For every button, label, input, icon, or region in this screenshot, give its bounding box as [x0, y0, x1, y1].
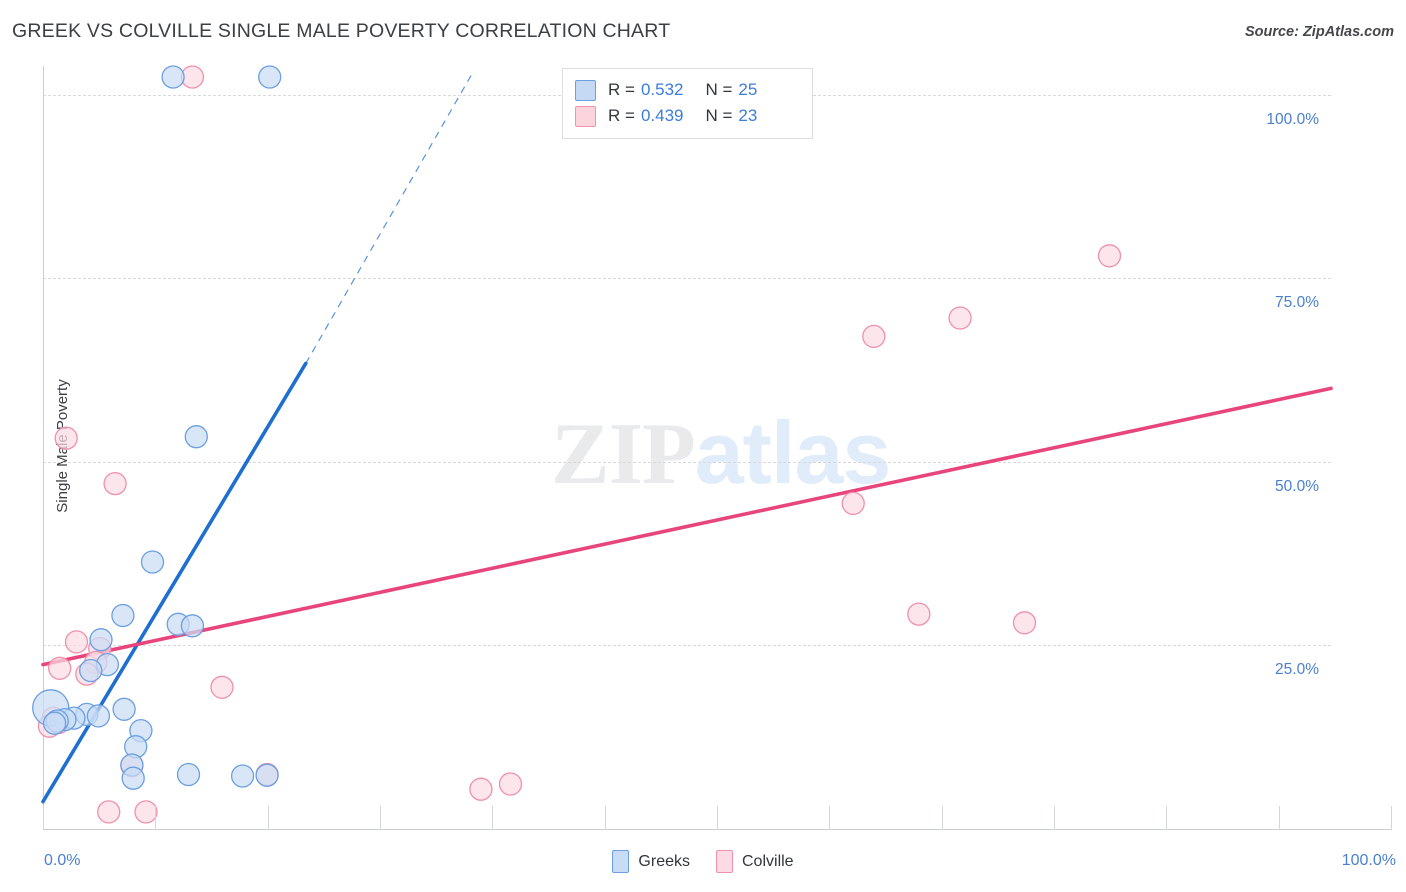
r-value-colville: 0.439	[640, 106, 684, 125]
gridline-500	[43, 461, 1331, 463]
x-axis-tick	[268, 806, 269, 830]
x-axis-min-label: 0.0%	[44, 852, 81, 869]
r-label-greeks: R =	[608, 80, 635, 99]
n-value-greeks: 25	[738, 80, 758, 99]
gridline-250	[43, 644, 1331, 646]
y-axis-tick-label: 100.0%	[1266, 111, 1319, 129]
n-label-colville: N =	[705, 106, 733, 125]
x-axis-tick	[605, 806, 606, 830]
greeks-swatch-icon	[612, 850, 630, 873]
series-legend: Greeks Colville	[0, 850, 1406, 873]
x-axis-tick	[829, 806, 830, 830]
x-axis-tick	[717, 806, 718, 830]
y-axis-tick-label: 75.0%	[1275, 294, 1319, 312]
y-axis-tick-label: 50.0%	[1275, 477, 1319, 495]
x-axis-tick	[942, 806, 943, 830]
stats-row-greeks: R = 0.532 N = 25	[575, 77, 802, 103]
blue-swatch-icon	[575, 79, 596, 101]
n-value-colville: 23	[738, 106, 758, 125]
r-label-colville: R =	[608, 106, 635, 125]
plot-area: 100.0% 75.0% 50.0% 25.0%	[43, 66, 1331, 828]
r-value-greeks: 0.532	[640, 80, 684, 99]
stats-row-colville: R = 0.439 N = 23	[575, 103, 802, 129]
x-axis-max-label: 100.0%	[1341, 852, 1396, 869]
x-axis-tick	[1279, 806, 1280, 830]
correlation-stats-legend: R = 0.532 N = 25 R = 0.439 N = 23	[562, 68, 813, 139]
pink-swatch-icon	[575, 105, 596, 127]
x-axis-tick	[380, 806, 381, 830]
x-axis-tick	[155, 806, 156, 830]
x-axis-tick	[1054, 806, 1055, 830]
colville-swatch-icon	[716, 850, 733, 873]
x-axis-tick	[1166, 806, 1167, 830]
legend-label-greeks: Greeks	[638, 852, 690, 870]
source-attribution: Source: ZipAtlas.com	[1244, 24, 1394, 40]
gridline-750	[43, 278, 1331, 280]
x-axis-tick	[1391, 806, 1392, 830]
y-axis-tick-label: 25.0%	[1275, 660, 1319, 678]
page-title: GREEK VS COLVILLE SINGLE MALE POVERTY CO…	[12, 20, 671, 42]
legend-item-colville[interactable]: Colville	[716, 850, 794, 873]
legend-label-colville: Colville	[742, 852, 794, 870]
x-axis-tick	[492, 806, 493, 830]
x-axis-tick	[43, 806, 44, 830]
legend-item-greeks[interactable]: Greeks	[612, 850, 690, 873]
n-label-greeks: N =	[705, 80, 733, 99]
